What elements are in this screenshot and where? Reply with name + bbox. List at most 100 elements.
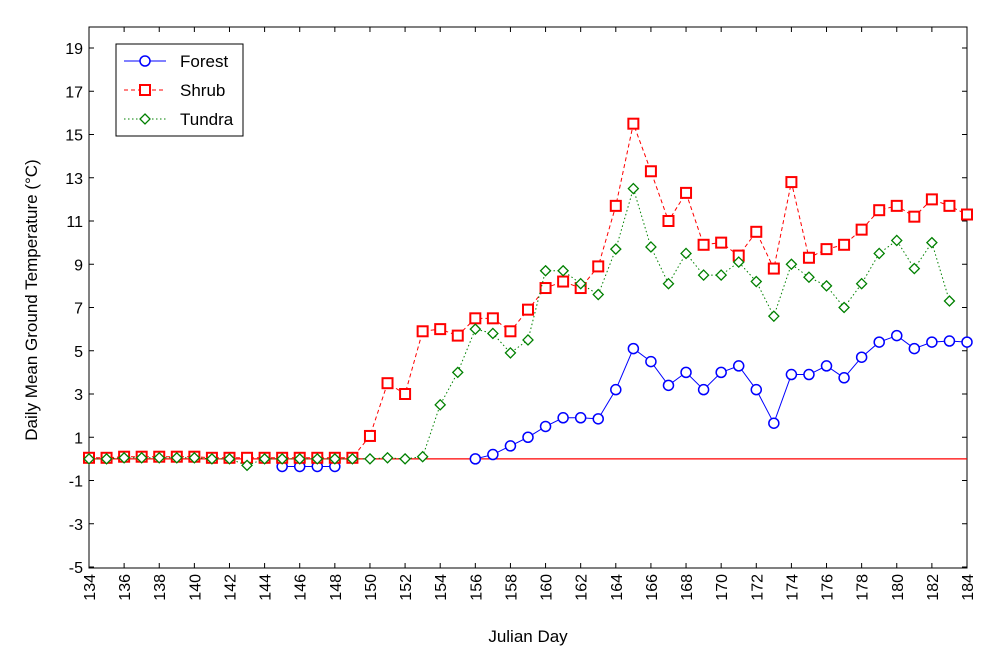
tundra-point	[592, 288, 605, 301]
shrub-point	[802, 251, 815, 264]
x-tick-label: 158	[503, 574, 520, 601]
x-axis-label: Julian Day	[488, 627, 568, 646]
tundra-point	[328, 452, 341, 465]
forest-point	[891, 329, 903, 342]
shrub-point	[416, 325, 429, 338]
tundra-point	[135, 451, 148, 464]
forest-point	[627, 342, 640, 355]
tundra-point	[855, 277, 868, 290]
shrub-point	[767, 262, 780, 275]
tundra-point	[609, 243, 622, 256]
y-tick-label: 13	[65, 171, 83, 188]
tundra-point	[188, 451, 201, 464]
shrub-point	[434, 323, 447, 336]
x-tick-label: 180	[890, 574, 907, 601]
legend-label-shrub: Shrub	[180, 81, 225, 100]
forest-point	[768, 417, 780, 429]
tundra-point	[557, 264, 570, 277]
tundra-point	[785, 258, 798, 271]
forest-point	[557, 412, 569, 424]
shrub-point	[539, 282, 552, 295]
forest-line	[475, 335, 968, 460]
y-tick-label: 19	[65, 41, 83, 58]
shrub-point	[680, 186, 693, 199]
shrub-point	[855, 223, 868, 236]
tundra-point	[504, 346, 517, 359]
forest-point	[820, 360, 833, 372]
tundra-point	[100, 452, 113, 465]
shrub-point	[820, 243, 833, 256]
tundra-point	[399, 452, 411, 465]
shrub-point	[943, 199, 956, 212]
tundra-point	[873, 247, 886, 260]
forest-point	[539, 420, 552, 433]
tundra-point	[469, 323, 482, 336]
forest-point	[610, 383, 622, 396]
shrub-point	[644, 165, 657, 178]
tundra-point	[574, 277, 587, 290]
x-tick-label: 134	[82, 574, 99, 601]
tundra-line	[89, 186, 950, 466]
tundra-point	[925, 236, 938, 249]
tundra-point	[890, 234, 903, 247]
tundra-point	[241, 459, 253, 472]
forest-point	[926, 336, 938, 348]
shrub-point	[750, 225, 763, 238]
forest-point	[750, 383, 763, 396]
tundra-point	[522, 334, 534, 346]
x-tick-label: 184	[960, 574, 977, 601]
forest-point	[522, 431, 534, 443]
x-tick-label: 182	[925, 574, 942, 601]
forest-point	[803, 368, 815, 381]
x-tick-label: 148	[328, 574, 345, 601]
tundra-point	[153, 451, 166, 464]
tundra-point	[750, 275, 763, 288]
x-tick-label: 172	[749, 574, 766, 601]
forest-point	[908, 342, 921, 355]
tundra-point	[170, 451, 183, 464]
forest-point	[574, 412, 587, 424]
y-tick-label: 1	[74, 430, 83, 447]
y-tick-label: 7	[74, 301, 83, 318]
x-tick-label: 176	[820, 574, 837, 601]
shrub-point	[451, 329, 464, 342]
series-forest	[276, 329, 973, 473]
forest-point	[662, 379, 675, 392]
tundra-point	[416, 450, 429, 463]
tundra-point	[83, 452, 95, 465]
tundra-point	[364, 452, 376, 465]
forest-point	[943, 335, 956, 347]
forest-point	[838, 372, 850, 384]
y-tick-label: -5	[69, 560, 83, 577]
tundra-point	[258, 452, 271, 465]
shrub-point	[785, 176, 798, 189]
tundra-point	[820, 279, 833, 292]
tundra-point	[943, 295, 956, 307]
tundra-point	[767, 310, 780, 323]
legend-marker-forest	[139, 55, 151, 67]
forest-point	[873, 336, 885, 348]
x-tick-label: 170	[714, 574, 731, 601]
shrub-point	[627, 117, 640, 130]
shrub-point	[363, 429, 376, 442]
x-tick-label: 174	[784, 574, 801, 601]
x-tick-label: 136	[117, 574, 134, 601]
forest-point	[487, 448, 499, 461]
tundra-point	[627, 182, 640, 195]
x-tick-label: 156	[468, 574, 485, 601]
forest-point	[785, 368, 798, 381]
tundra-point	[645, 241, 657, 253]
forest-point	[645, 355, 657, 368]
shrub-point	[908, 210, 921, 223]
forest-point	[715, 366, 727, 379]
x-tick-label: 144	[258, 574, 275, 601]
tundra-point	[434, 398, 447, 411]
shrub-point	[592, 260, 605, 273]
tundra-point	[908, 262, 921, 275]
tundra-point	[451, 366, 464, 379]
shrub-point	[838, 238, 851, 251]
tundra-point	[680, 247, 692, 260]
shrub-point	[557, 275, 570, 288]
y-tick-label: 17	[65, 84, 83, 101]
